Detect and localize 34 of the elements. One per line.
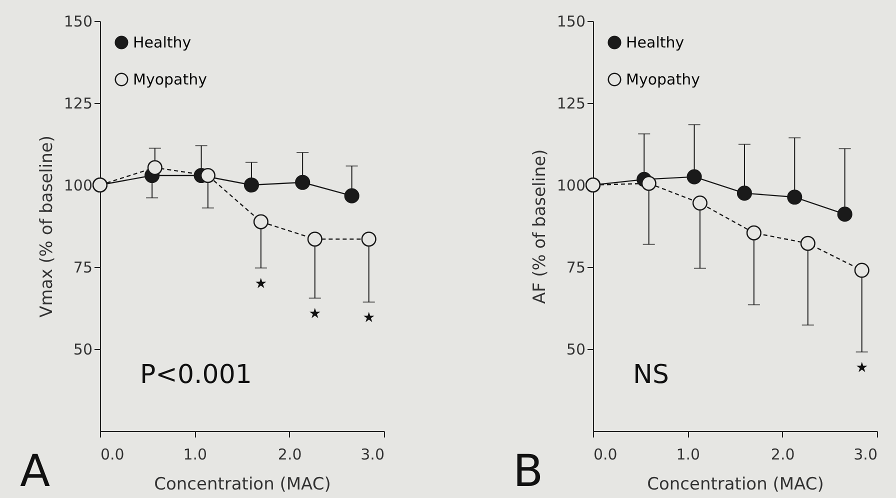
- legend-label: Healthy: [133, 34, 192, 52]
- annotation: NS: [633, 360, 669, 390]
- annotation: ★: [362, 310, 376, 326]
- x-tick-label: 2.0: [770, 446, 795, 464]
- legend-label: Healthy: [626, 34, 684, 52]
- x-axis-title: Concentration (MAC): [154, 474, 331, 494]
- legend-label: Myopathy: [626, 70, 700, 88]
- y-tick-label: 75: [566, 258, 586, 276]
- x-axis-title: Concentration (MAC): [647, 474, 824, 494]
- annotation: ★: [254, 276, 268, 292]
- y-axis-title: Vmax (% of baseline): [36, 136, 57, 318]
- x-tick-label: 1.0: [676, 446, 700, 464]
- x-tick-label: 2.0: [278, 446, 302, 464]
- annotation: P<0.001: [140, 360, 252, 390]
- y-tick-label: 150: [64, 12, 92, 30]
- y-tick-label: 50: [73, 340, 92, 358]
- x-tick-label: 0.0: [594, 446, 618, 464]
- y-tick-label: 125: [556, 94, 586, 112]
- y-tick-label: 150: [556, 12, 586, 30]
- annotation: ★: [856, 360, 868, 376]
- legend-label: Myopathy: [133, 70, 208, 88]
- y-tick-label: 50: [566, 340, 586, 358]
- y-axis-title: AF (% of baseline): [530, 149, 550, 304]
- y-tick-label: 100: [556, 176, 586, 194]
- x-tick-label: 0.0: [100, 446, 124, 464]
- annotation: ★: [308, 306, 322, 322]
- y-tick-label: 75: [73, 258, 92, 276]
- text: A: [20, 446, 50, 497]
- text: B: [513, 446, 544, 497]
- x-tick-label: 1.0: [183, 446, 208, 464]
- x-tick-label: 3.0: [854, 446, 878, 464]
- x-tick-label: 3.0: [360, 446, 384, 464]
- y-tick-label: 125: [64, 94, 92, 112]
- y-tick-label: 100: [64, 176, 92, 194]
